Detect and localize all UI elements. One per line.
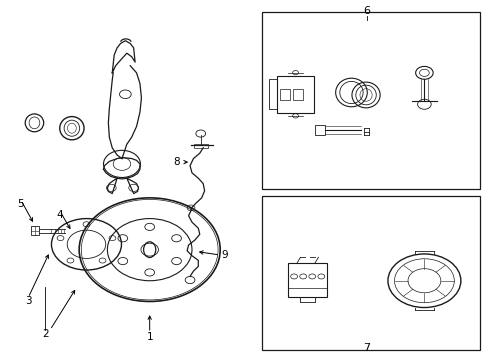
Text: 8: 8 [173, 157, 180, 167]
Bar [261, 196, 479, 350]
Bar [287, 263, 326, 297]
Text: 1: 1 [146, 332, 153, 342]
Text: 6: 6 [363, 6, 370, 17]
Bar [314, 125, 324, 135]
Text: 3: 3 [25, 296, 31, 306]
Bar [292, 89, 302, 100]
Text: 2: 2 [42, 329, 48, 339]
Text: 9: 9 [221, 250, 228, 260]
Bar [277, 76, 313, 113]
Bar [268, 79, 277, 109]
Bar [194, 144, 207, 148]
Bar [280, 89, 289, 100]
Text: 7: 7 [363, 343, 370, 353]
Text: 4: 4 [56, 210, 63, 220]
Bar [261, 12, 479, 189]
Bar [30, 226, 39, 235]
Text: 5: 5 [18, 199, 24, 209]
